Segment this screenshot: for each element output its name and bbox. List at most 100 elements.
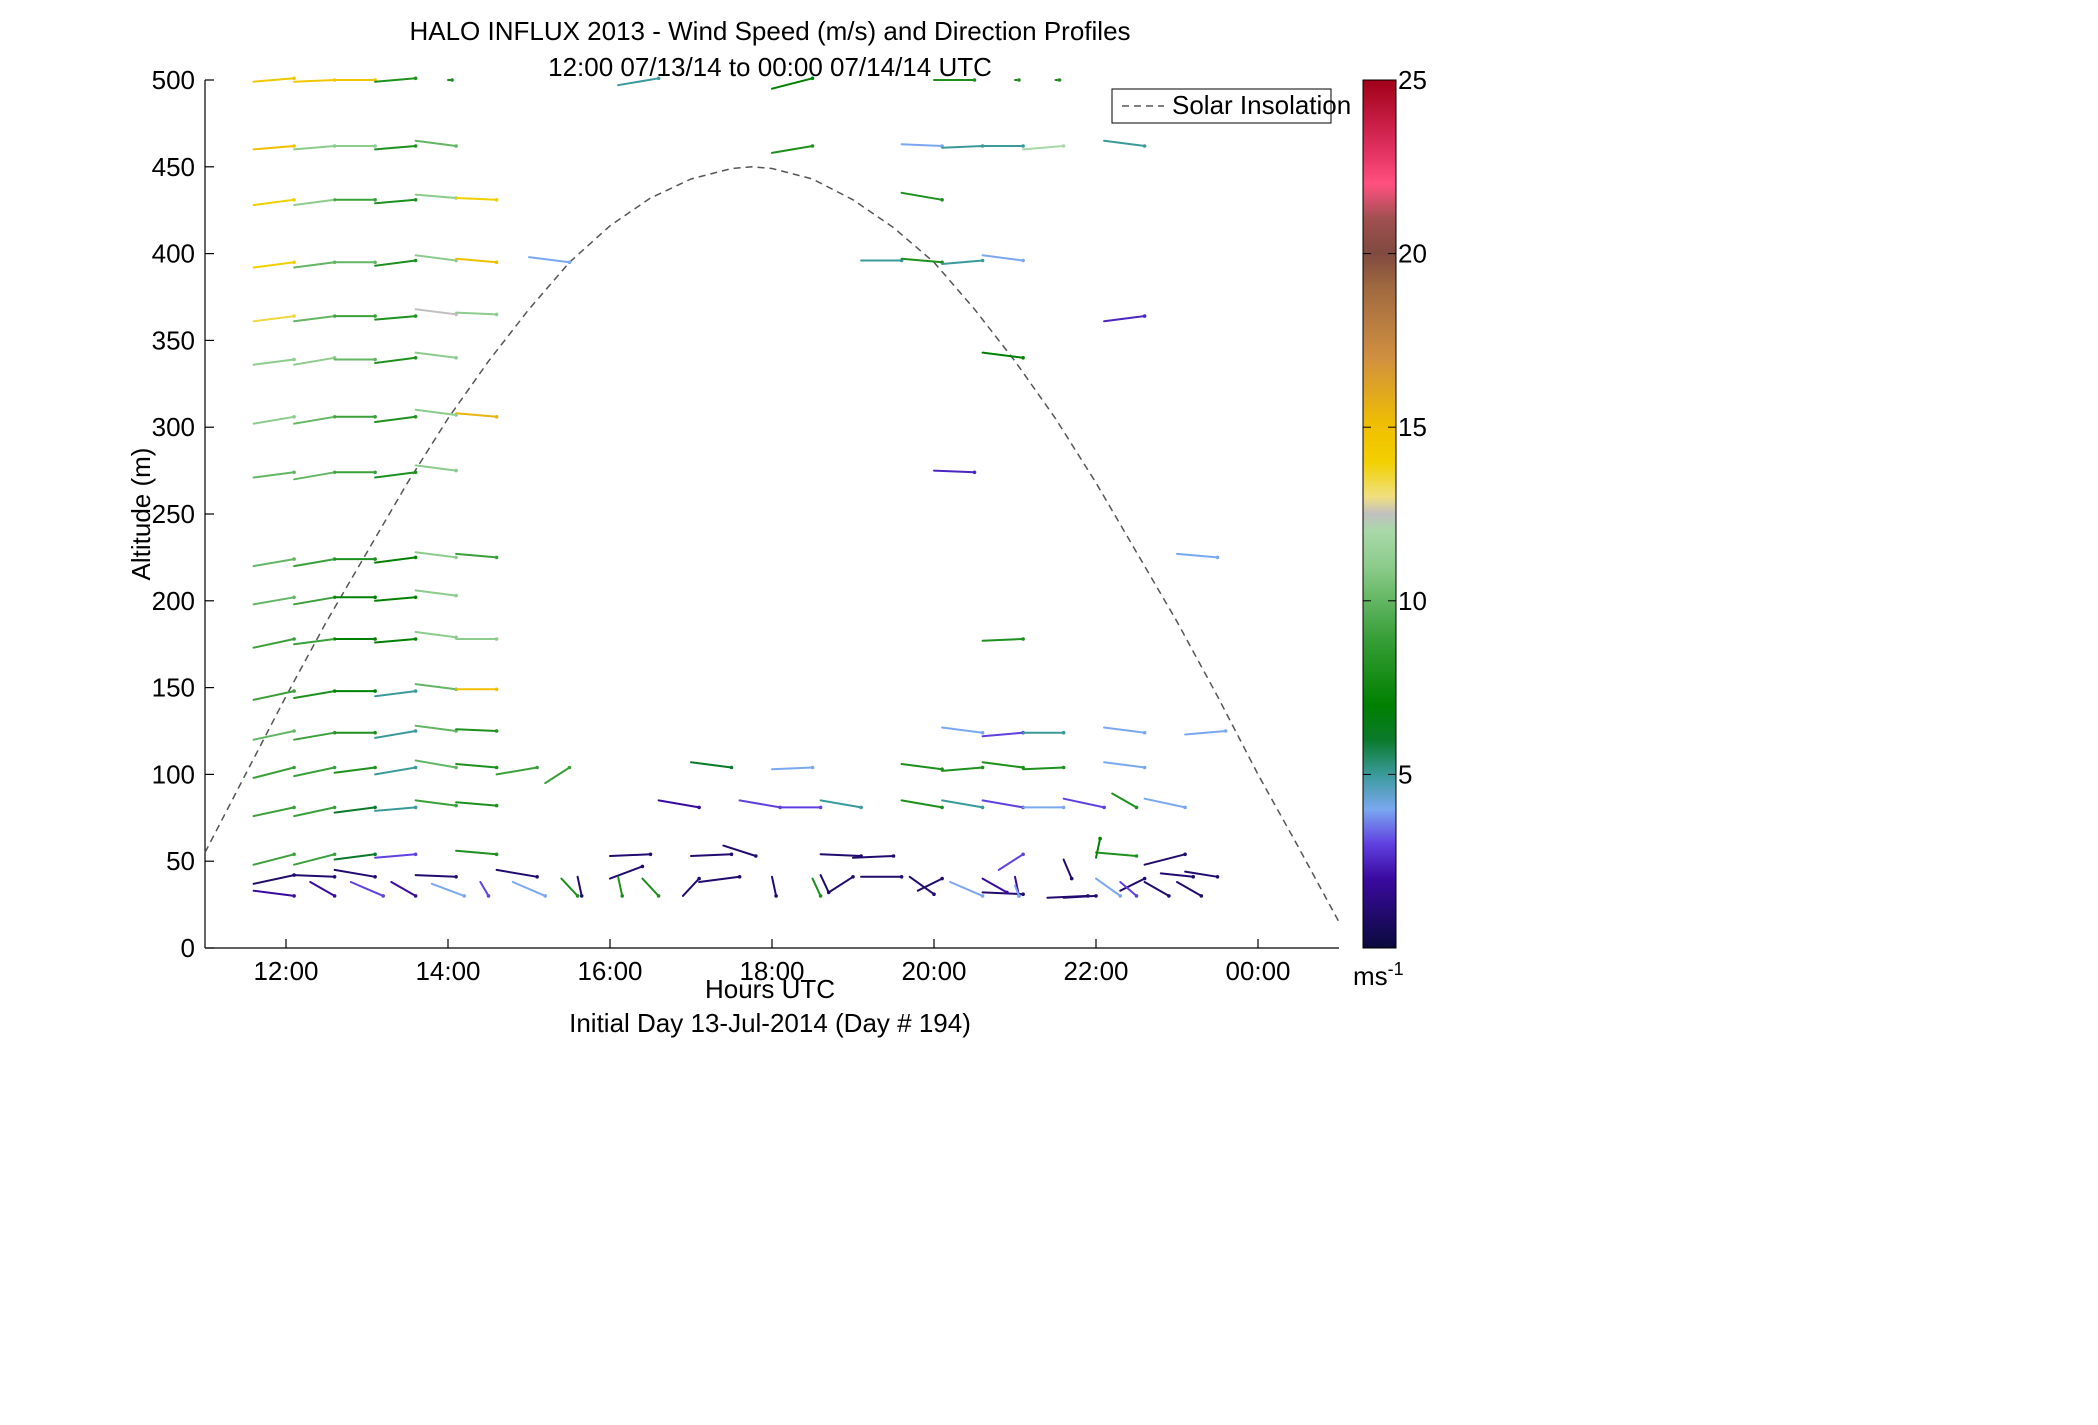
colorbar: 5 10 15 20 25 ms-1 — [1353, 65, 1427, 991]
wind-vector — [293, 874, 336, 878]
wind-vector — [414, 683, 458, 691]
wind-vector-head — [859, 805, 863, 810]
wind-vector — [374, 471, 417, 479]
wind-vector-head — [1094, 894, 1098, 898]
x-tick-label: 14:00 — [415, 956, 480, 986]
wind-vector — [981, 761, 1025, 769]
wind-vector — [333, 766, 377, 774]
wind-vector — [374, 145, 417, 151]
wind-vector-head — [494, 260, 499, 265]
wind-vector — [738, 799, 782, 809]
wind-vector — [455, 412, 498, 418]
wind-vector — [1062, 894, 1097, 899]
wind-vector — [333, 806, 377, 814]
wind-vector — [1095, 877, 1122, 897]
wind-vector-head — [413, 470, 418, 475]
wind-vector — [941, 145, 984, 149]
wind-vector — [544, 766, 571, 785]
wind-vector — [293, 690, 336, 699]
wind-vector — [414, 724, 458, 732]
wind-vector-head — [373, 198, 377, 202]
wind-vector — [827, 875, 854, 894]
y-tick-label: 500 — [152, 65, 195, 95]
wind-vector-head — [494, 852, 499, 857]
wind-vector — [981, 731, 1025, 738]
wind-vector-head — [656, 76, 661, 81]
wind-vector — [511, 881, 547, 897]
wind-vector — [641, 877, 660, 897]
y-tick-label: 100 — [152, 759, 195, 789]
wind-vector — [1184, 730, 1227, 736]
wind-vector — [819, 799, 863, 809]
wind-vector-head — [1183, 852, 1187, 857]
solar-insolation-curve — [204, 166, 1340, 923]
wind-vector — [479, 881, 490, 897]
wind-vector — [900, 257, 944, 264]
legend-label: Solar Insolation — [1172, 90, 1351, 120]
wind-vector-head — [818, 805, 823, 810]
wind-vector-head — [899, 875, 904, 879]
wind-vector-head — [810, 76, 815, 81]
wind-vector — [1159, 872, 1195, 878]
wind-vector-head — [648, 852, 653, 857]
wind-vector — [293, 638, 336, 646]
x-ticks: 12:00 14:00 16:00 18:00 20:00 22:00 00:00 — [253, 939, 1291, 986]
wind-vector — [374, 690, 417, 698]
wind-vector — [252, 145, 296, 151]
wind-vector-head — [1061, 805, 1066, 810]
wind-vector — [981, 351, 1025, 359]
wind-vector — [293, 558, 336, 568]
wind-vector — [771, 145, 814, 154]
wind-vector — [617, 77, 660, 87]
wind-vector-head — [1061, 765, 1066, 770]
wind-vector-head — [980, 765, 985, 770]
wind-vector — [293, 415, 336, 425]
wind-vector — [309, 881, 336, 897]
wind-vector-head — [413, 356, 418, 360]
wind-vector-head — [940, 198, 944, 202]
wind-vector-head — [980, 258, 985, 263]
wind-vector-head — [373, 595, 377, 600]
wind-vector-head — [292, 557, 296, 561]
wind-vector-head — [1191, 875, 1195, 879]
wind-vector — [1103, 139, 1146, 147]
wind-vector — [1143, 881, 1170, 897]
wind-vector-head — [1061, 730, 1066, 735]
wind-vector-head — [1199, 894, 1204, 898]
wind-vector-head — [454, 875, 458, 879]
wind-vector — [455, 257, 498, 264]
wind-vector — [1062, 797, 1106, 809]
wind-vector-head — [810, 144, 815, 148]
wind-vector — [811, 877, 822, 897]
wind-vector-head — [1142, 314, 1147, 318]
wind-vector-head — [697, 876, 701, 881]
wind-vector-head — [332, 765, 337, 770]
wind-vector-head — [737, 875, 742, 879]
wind-vector — [374, 77, 417, 83]
wind-vectors — [252, 76, 1228, 899]
wind-vector — [819, 853, 863, 857]
wind-vector — [900, 799, 944, 809]
x-tick-label: 12:00 — [253, 956, 318, 986]
wind-vector-head — [413, 894, 418, 898]
chart-subtitle: 12:00 07/13/14 to 00:00 07/14/14 UTC — [548, 52, 992, 82]
wind-vector — [997, 853, 1025, 871]
wind-vector — [981, 638, 1025, 642]
wind-vector-head — [292, 144, 296, 148]
wind-vector-head — [373, 260, 377, 265]
wind-vector — [414, 308, 458, 316]
wind-vector-head — [486, 894, 491, 898]
wind-vector-head — [697, 805, 701, 810]
wind-vector — [252, 874, 296, 885]
wind-vector-head — [1142, 876, 1147, 881]
wind-vector-head — [1142, 765, 1147, 770]
wind-vector — [900, 763, 944, 771]
wind-vector-head — [567, 260, 572, 265]
wind-vector-head — [980, 894, 985, 898]
wind-vector-head — [1017, 894, 1021, 898]
wind-vector — [933, 469, 976, 474]
wind-vector — [1119, 877, 1146, 892]
wind-vector — [949, 881, 984, 897]
wind-vector — [455, 311, 498, 316]
wind-vector-head — [1021, 892, 1025, 896]
